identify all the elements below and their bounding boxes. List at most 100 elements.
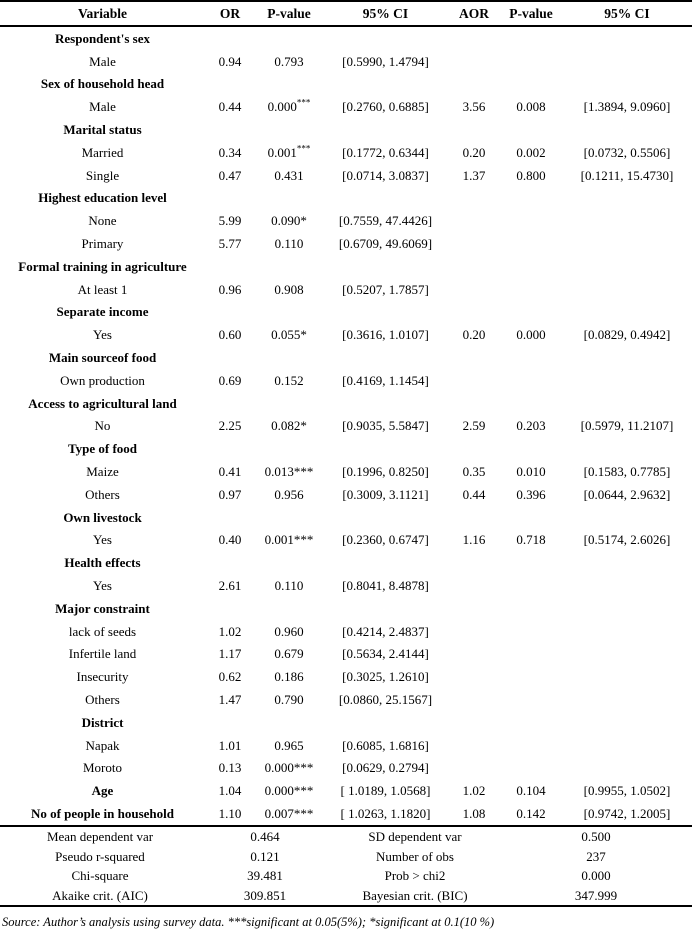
cell-or: 0.97 [218, 486, 242, 502]
cell-ci-or [323, 118, 448, 141]
cell-pvalue-aor: 0.800 [516, 167, 546, 183]
cell-or: 1.47 [218, 692, 242, 707]
cell-aor: 0.35 [462, 464, 486, 480]
cell-ci-aor [562, 26, 692, 50]
cell-aor [448, 346, 500, 369]
cell-pvalue-or [255, 711, 323, 734]
cell-or [205, 118, 255, 141]
item-row: Yes 0.40 0.001*** [0.2360, 0.6747] 1.16 0.718… [0, 529, 692, 552]
cell-pvalue-or: 0.001*** [264, 532, 314, 548]
cell-pvalue-or: 0.431 [274, 167, 304, 183]
cell-aor [448, 26, 500, 50]
cell-or: 0.47 [218, 167, 242, 183]
cell-ci-aor [562, 643, 692, 666]
col-header-pvalue-aor: P-value [509, 5, 553, 21]
cell-pvalue-aor [500, 757, 562, 780]
cell-variable: Others [85, 692, 120, 707]
cell-ci-or: [0.6709, 49.6069] [338, 236, 433, 252]
group-row: Major constraint [0, 597, 692, 620]
cell-pvalue-aor [500, 506, 562, 529]
summary-label: Chi-square [71, 868, 129, 884]
cell-or: 0.40 [218, 532, 242, 548]
cell-ci-aor [562, 551, 692, 574]
cell-variable: Others [85, 486, 120, 502]
cell-aor [448, 688, 500, 711]
cell-ci-aor: [0.5174, 2.6026] [583, 532, 671, 548]
cell-or [205, 255, 255, 278]
cell-or: 0.69 [218, 372, 242, 388]
cell-or: 2.25 [218, 418, 242, 434]
cell-or: 1.04 [218, 783, 242, 799]
cell-ci-or: [0.0714, 3.0837] [342, 167, 429, 183]
cell-ci-aor: [0.1211, 15.4730] [580, 167, 674, 183]
cell-aor [448, 301, 500, 324]
item-row: Insecurity 0.62 0.186 [0.3025, 1.2610] [0, 665, 692, 688]
cell-aor [448, 369, 500, 392]
cell-aor [448, 187, 500, 210]
summary-value: 39.481 [247, 868, 283, 884]
cell-ci-or: [0.3009, 3.1121] [342, 486, 429, 502]
item-row: No 2.25 0.082* [0.9035, 5.5847] 2.59 0.203 [0.… [0, 415, 692, 438]
cell-pvalue-or: 0.013*** [264, 464, 314, 480]
cell-variable: None [88, 213, 117, 229]
significance-stars: *** [296, 143, 311, 154]
cell-or: 0.44 [218, 99, 242, 115]
cell-ci-or: [0.1772, 0.6344] [342, 144, 429, 160]
cell-pvalue-aor [500, 73, 562, 96]
cell-pvalue-or [255, 346, 323, 369]
cell-ci-or: [ 1.0263, 1.1820] [340, 805, 431, 821]
cell-or: 1.10 [218, 805, 242, 821]
cell-aor: 1.02 [462, 783, 486, 799]
cell-variable: Insecurity [76, 669, 129, 685]
cell-pvalue-aor: 0.002 [516, 144, 546, 160]
group-row: Own livestock [0, 506, 692, 529]
cell-aor [448, 73, 500, 96]
cell-variable: Infertile land [68, 646, 137, 662]
cell-ci-or [323, 187, 448, 210]
cell-pvalue-or: 0.965 [274, 737, 304, 753]
cell-pvalue-aor [500, 255, 562, 278]
cell-pvalue-or: 0.908 [274, 281, 304, 297]
cell-aor [448, 209, 500, 232]
table-body: Respondent's sex Male 0.94 0.793 [0.5990, 1.… [0, 26, 692, 826]
cell-ci-aor [562, 620, 692, 643]
cell-ci-or: [0.5634, 2.4144] [342, 646, 429, 662]
cell-variable: Own production [60, 372, 145, 388]
cell-variable: Primary [81, 236, 124, 252]
cell-or [205, 73, 255, 96]
cell-ci-aor [562, 574, 692, 597]
cell-ci-or: [0.7559, 47.4426] [338, 213, 433, 229]
cell-ci-or: [0.6085, 1.6816] [342, 737, 429, 753]
cell-pvalue-aor: 0.000 [516, 327, 546, 343]
cell-pvalue-aor [500, 118, 562, 141]
cell-variable: Male [89, 53, 116, 69]
cell-ci-aor [562, 255, 692, 278]
cell-ci-or [323, 73, 448, 96]
cell-ci-aor: [0.0644, 2.9632] [583, 486, 671, 502]
cell-aor: 3.56 [462, 99, 486, 115]
cell-variable: Own livestock [63, 509, 142, 525]
cell-ci-aor: [0.9742, 1.2005] [583, 805, 671, 821]
summary-row: Mean dependent var 0.464 SD dependent var 0… [0, 827, 692, 847]
cell-or [205, 506, 255, 529]
cell-pvalue-or [255, 187, 323, 210]
cell-pvalue-or: 0.152 [274, 372, 304, 388]
cell-pvalue-or: 0.790 [274, 692, 304, 707]
summary-label: Bayesian crit. (BIC) [362, 887, 468, 903]
cell-pvalue-aor [500, 232, 562, 255]
cell-pvalue-aor: 0.396 [516, 486, 546, 502]
cell-ci-or [323, 711, 448, 734]
col-header-pvalue-or: P-value [267, 5, 311, 21]
cell-or: 0.13 [218, 760, 242, 776]
col-header-variable: Variable [77, 5, 127, 21]
cell-aor [448, 278, 500, 301]
significance-stars: *** [296, 97, 311, 108]
cell-pvalue-aor [500, 620, 562, 643]
cell-variable: Health effects [64, 555, 141, 571]
cell-pvalue-or [255, 26, 323, 50]
col-header-or: OR [219, 5, 241, 21]
cell-ci-or [323, 506, 448, 529]
item-row: Others 1.47 0.790 [0.0860, 25.1567] [0, 688, 692, 711]
cell-ci-aor: [0.1583, 0.7785] [583, 464, 671, 480]
item-row: Maize 0.41 0.013*** [0.1996, 0.8250] 0.35 0.0… [0, 460, 692, 483]
